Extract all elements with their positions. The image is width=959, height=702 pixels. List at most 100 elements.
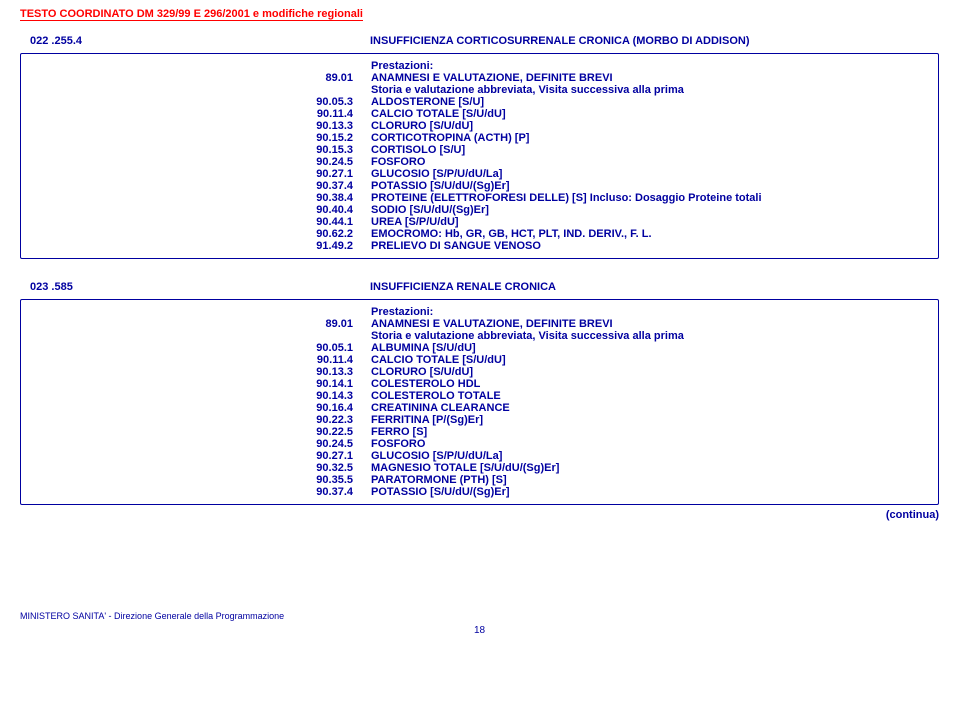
label-cell: CORTISOLO [S/U]: [371, 144, 928, 156]
section-1-header: 022 .255.4 INSUFFICIENZA CORTICOSURRENAL…: [20, 35, 939, 47]
code-cell: 90.11.4: [31, 108, 371, 120]
label-cell: PARATORMONE (PTH) [S]: [371, 474, 928, 486]
table-row: 90.14.1COLESTEROLO HDL: [31, 378, 928, 390]
label-cell: ALDOSTERONE [S/U]: [371, 96, 928, 108]
table-row: 90.13.3CLORURO [S/U/dU]: [31, 120, 928, 132]
label-cell: GLUCOSIO [S/P/U/dU/La]: [371, 168, 928, 180]
label-cell: CLORURO [S/U/dU]: [371, 366, 928, 378]
code-cell: 90.27.1: [31, 450, 371, 462]
section-2-code: 023 .585: [30, 281, 370, 293]
code-cell: 90.35.5: [31, 474, 371, 486]
table-row: 90.32.5MAGNESIO TOTALE [S/U/dU/(Sg)Er]: [31, 462, 928, 474]
label-cell: EMOCROMO: Hb, GR, GB, HCT, PLT, IND. DER…: [371, 228, 928, 240]
code-cell: 90.13.3: [31, 120, 371, 132]
label-cell: ANAMNESI E VALUTAZIONE, DEFINITE BREVI: [371, 72, 928, 84]
section-2-box: Prestazioni: 89.01ANAMNESI E VALUTAZIONE…: [20, 299, 939, 505]
code-cell: 90.37.4: [31, 486, 371, 498]
prestazioni-label: Prestazioni:: [371, 60, 928, 72]
label-cell: FERRITINA [P/(Sg)Er]: [371, 414, 928, 426]
label-cell: CLORURO [S/U/dU]: [371, 120, 928, 132]
table-row: 90.11.4CALCIO TOTALE [S/U/dU]: [31, 354, 928, 366]
label-cell: PROTEINE (ELETTROFORESI DELLE) [S] Inclu…: [371, 192, 928, 204]
table-row: 90.40.4SODIO [S/U/dU/(Sg)Er]: [31, 204, 928, 216]
label-cell: CALCIO TOTALE [S/U/dU]: [371, 354, 928, 366]
label-cell: POTASSIO [S/U/dU/(Sg)Er]: [371, 486, 928, 498]
label-cell: FOSFORO: [371, 156, 928, 168]
section-1-code: 022 .255.4: [30, 35, 370, 47]
code-cell: 90.44.1: [31, 216, 371, 228]
section-2-header: 023 .585 INSUFFICIENZA RENALE CRONICA: [20, 281, 939, 293]
doc-header: TESTO COORDINATO DM 329/99 E 296/2001 e …: [20, 8, 363, 21]
code-cell: [31, 84, 371, 96]
code-cell: 90.22.3: [31, 414, 371, 426]
code-cell: 90.05.3: [31, 96, 371, 108]
code-cell: 90.38.4: [31, 192, 371, 204]
code-cell: 90.15.3: [31, 144, 371, 156]
table-row: 90.05.1ALBUMINA [S/U/dU]: [31, 342, 928, 354]
table-row: 90.27.1GLUCOSIO [S/P/U/dU/La]: [31, 450, 928, 462]
table-row: 90.14.3COLESTEROLO TOTALE: [31, 390, 928, 402]
table-row: 90.15.3CORTISOLO [S/U]: [31, 144, 928, 156]
code-cell: 90.24.5: [31, 438, 371, 450]
code-cell: 90.14.1: [31, 378, 371, 390]
page-number: 18: [20, 625, 939, 636]
table-row: 90.37.4POTASSIO [S/U/dU/(Sg)Er]: [31, 180, 928, 192]
continua-label: (continua): [20, 509, 939, 521]
code-cell: 90.15.2: [31, 132, 371, 144]
code-cell: 90.22.5: [31, 426, 371, 438]
label-cell: ANAMNESI E VALUTAZIONE, DEFINITE BREVI: [371, 318, 928, 330]
code-cell: 91.49.2: [31, 240, 371, 252]
table-row: 90.24.5FOSFORO: [31, 438, 928, 450]
table-row: 90.37.4POTASSIO [S/U/dU/(Sg)Er]: [31, 486, 928, 498]
table-row: 90.15.2CORTICOTROPINA (ACTH) [P]: [31, 132, 928, 144]
label-cell: Storia e valutazione abbreviata, Visita …: [371, 330, 928, 342]
code-cell: 90.13.3: [31, 366, 371, 378]
prestazioni-label: Prestazioni:: [371, 306, 928, 318]
section-1-box: Prestazioni: 89.01ANAMNESI E VALUTAZIONE…: [20, 53, 939, 259]
code-cell: 89.01: [31, 318, 371, 330]
label-cell: PRELIEVO DI SANGUE VENOSO: [371, 240, 928, 252]
code-cell: 90.40.4: [31, 204, 371, 216]
code-cell: 90.62.2: [31, 228, 371, 240]
label-cell: ALBUMINA [S/U/dU]: [371, 342, 928, 354]
table-row: 90.11.4CALCIO TOTALE [S/U/dU]: [31, 108, 928, 120]
code-cell: 90.11.4: [31, 354, 371, 366]
code-cell: 90.27.1: [31, 168, 371, 180]
label-cell: Storia e valutazione abbreviata, Visita …: [371, 84, 928, 96]
table-row: 90.22.5FERRO [S]: [31, 426, 928, 438]
label-cell: COLESTEROLO HDL: [371, 378, 928, 390]
footer-text: MINISTERO SANITA' - Direzione Generale d…: [20, 611, 939, 621]
table-row: 90.27.1GLUCOSIO [S/P/U/dU/La]: [31, 168, 928, 180]
code-cell: 90.05.1: [31, 342, 371, 354]
label-cell: GLUCOSIO [S/P/U/dU/La]: [371, 450, 928, 462]
code-cell: 90.32.5: [31, 462, 371, 474]
table-row: 89.01ANAMNESI E VALUTAZIONE, DEFINITE BR…: [31, 318, 928, 330]
prestazioni-row: Prestazioni:: [31, 306, 928, 318]
label-cell: SODIO [S/U/dU/(Sg)Er]: [371, 204, 928, 216]
table-row: 90.62.2EMOCROMO: Hb, GR, GB, HCT, PLT, I…: [31, 228, 928, 240]
table-row: 90.05.3ALDOSTERONE [S/U]: [31, 96, 928, 108]
label-cell: FOSFORO: [371, 438, 928, 450]
table-row: Storia e valutazione abbreviata, Visita …: [31, 84, 928, 96]
label-cell: UREA [S/P/U/dU]: [371, 216, 928, 228]
label-cell: CORTICOTROPINA (ACTH) [P]: [371, 132, 928, 144]
section-2-title: INSUFFICIENZA RENALE CRONICA: [370, 281, 939, 293]
label-cell: FERRO [S]: [371, 426, 928, 438]
code-cell: [31, 330, 371, 342]
table-row: 90.16.4CREATININA CLEARANCE: [31, 402, 928, 414]
table-row: 90.35.5PARATORMONE (PTH) [S]: [31, 474, 928, 486]
table-row: 90.44.1UREA [S/P/U/dU]: [31, 216, 928, 228]
label-cell: MAGNESIO TOTALE [S/U/dU/(Sg)Er]: [371, 462, 928, 474]
code-cell: 89.01: [31, 72, 371, 84]
label-cell: COLESTEROLO TOTALE: [371, 390, 928, 402]
label-cell: CALCIO TOTALE [S/U/dU]: [371, 108, 928, 120]
code-cell: 90.14.3: [31, 390, 371, 402]
section-1-title: INSUFFICIENZA CORTICOSURRENALE CRONICA (…: [370, 35, 939, 47]
code-cell: 90.24.5: [31, 156, 371, 168]
code-cell: 90.37.4: [31, 180, 371, 192]
label-cell: CREATININA CLEARANCE: [371, 402, 928, 414]
table-row: 90.24.5FOSFORO: [31, 156, 928, 168]
table-row: 90.13.3CLORURO [S/U/dU]: [31, 366, 928, 378]
table-row: Storia e valutazione abbreviata, Visita …: [31, 330, 928, 342]
table-row: 89.01ANAMNESI E VALUTAZIONE, DEFINITE BR…: [31, 72, 928, 84]
